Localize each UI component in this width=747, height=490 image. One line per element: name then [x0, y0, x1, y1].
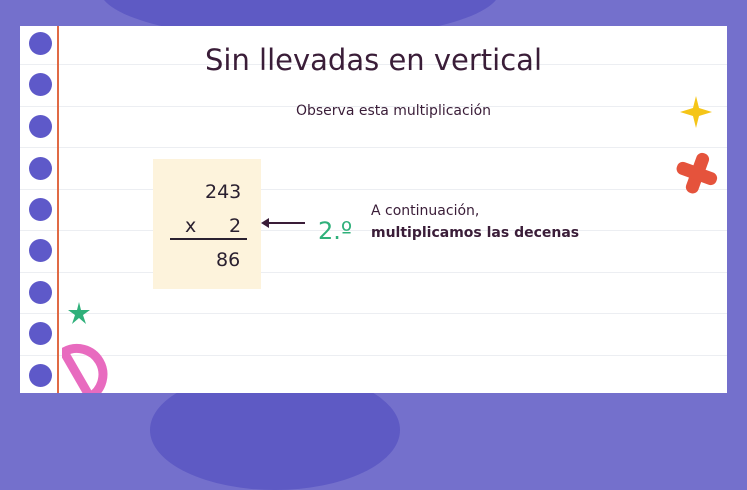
sparkle-icon [680, 96, 712, 128]
result-line [170, 238, 247, 240]
binder-hole [29, 239, 52, 262]
protractor-icon [62, 344, 108, 393]
ruled-line [20, 64, 727, 65]
margin-line [57, 26, 59, 393]
operation-box [153, 159, 261, 289]
star-icon [68, 302, 90, 324]
notebook-paper: Sin llevadas en vertical Observa esta mu… [20, 26, 727, 393]
ruled-line [20, 230, 727, 231]
ruled-line [20, 313, 727, 314]
x-shape-icon [676, 152, 718, 194]
slide-subtitle: Observa esta multiplicación [295, 103, 492, 119]
multiplier: 2 [229, 215, 242, 237]
ruled-line [20, 355, 727, 356]
ruled-line [20, 147, 727, 148]
ruled-line [20, 106, 727, 107]
result: 86 [216, 249, 241, 271]
ruled-line [20, 189, 727, 190]
step-number: 2.º [318, 217, 353, 245]
ruled-line [20, 272, 727, 273]
explanation-line1: A continuación, [371, 203, 480, 219]
operator: x [185, 215, 197, 237]
binder-hole [29, 32, 52, 55]
binder-hole [29, 198, 52, 221]
binder-hole [29, 364, 52, 387]
arrow-left-icon [261, 218, 305, 228]
binder-hole [29, 115, 52, 138]
binder-hole [29, 281, 52, 304]
explanation-line2: multiplicamos las decenas [371, 225, 580, 241]
binder-hole [29, 157, 52, 180]
binder-hole [29, 322, 52, 345]
slide-title: Sin llevadas en vertical [204, 43, 543, 77]
binder-hole [29, 73, 52, 96]
multiplicand: 243 [205, 181, 242, 203]
